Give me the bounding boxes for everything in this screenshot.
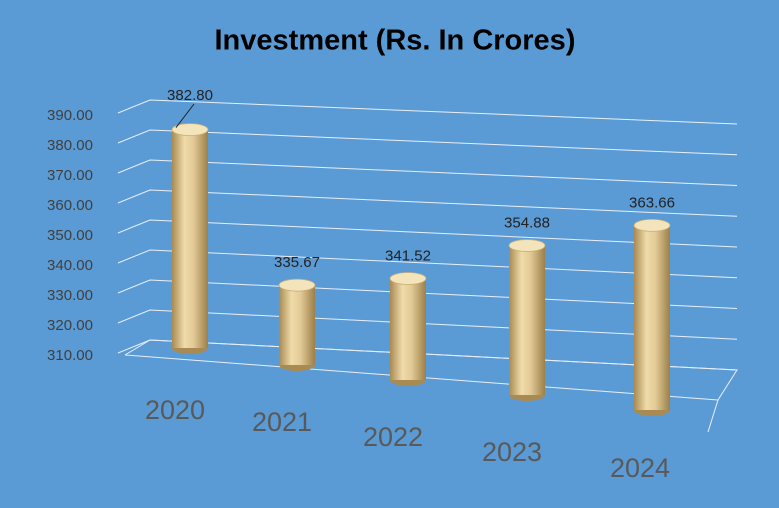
value-label: 341.52: [385, 247, 431, 264]
bar: [509, 245, 545, 395]
x-tick-label: 2021: [252, 407, 312, 437]
y-tick-label: 320.00: [47, 317, 93, 334]
bar-top: [389, 272, 427, 285]
x-tick-label: 2023: [482, 437, 542, 467]
y-tick-label: 370.00: [47, 167, 93, 184]
y-tick-label: 350.00: [47, 227, 93, 244]
floor: [124, 339, 738, 433]
grid-line: [117, 189, 738, 217]
bar: [390, 278, 426, 380]
y-tick-label: 390.00: [47, 107, 93, 124]
grid-line: [117, 99, 738, 125]
grid-line: [117, 159, 738, 186]
bar: [279, 285, 315, 365]
y-tick-label: 310.00: [47, 347, 93, 364]
bar-top: [171, 123, 209, 137]
leader-line: [175, 103, 195, 128]
y-tick-label: 360.00: [47, 197, 93, 214]
value-label: 382.80: [167, 87, 213, 104]
bar-top: [633, 219, 671, 232]
bar-top: [278, 278, 316, 292]
y-tick-label: 340.00: [47, 257, 93, 274]
grid-line: [117, 219, 738, 248]
value-label: 335.67: [274, 254, 320, 271]
grid-line: [117, 129, 738, 156]
y-tick-label: 330.00: [47, 287, 93, 304]
x-tick-label: 2024: [610, 453, 670, 483]
bar: [634, 225, 670, 410]
value-label: 363.66: [629, 194, 675, 211]
bar-top: [508, 239, 546, 252]
y-tick-label: 380.00: [47, 137, 93, 154]
bar: [172, 129, 208, 348]
x-tick-label: 2020: [145, 395, 205, 425]
x-tick-label: 2022: [363, 422, 423, 452]
chart-title: Investment (Rs. In Crores): [215, 25, 576, 57]
value-label: 354.88: [504, 215, 550, 232]
